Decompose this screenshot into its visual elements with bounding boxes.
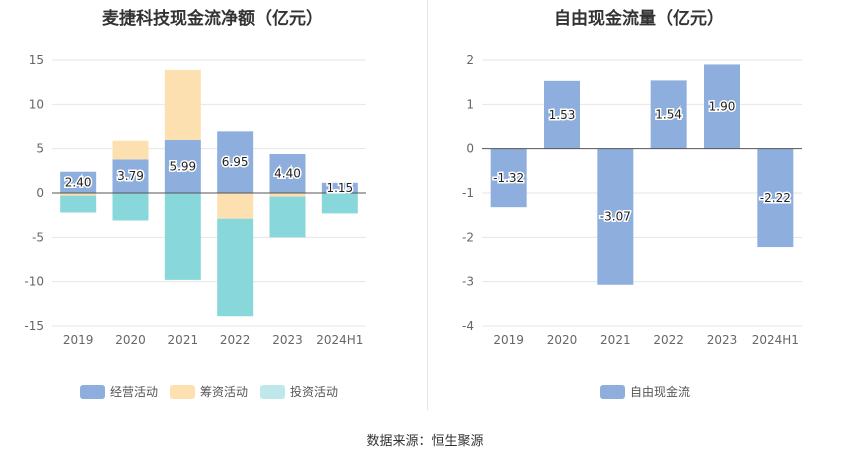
right-x-tick-label: 2021 [600,333,631,347]
right-data-label: -1.32 [493,171,524,185]
right-x-tick-label: 2022 [653,333,684,347]
legend-swatch-free-cash-flow [600,384,625,399]
left-chart-title: 麦捷科技现金流净额（亿元） [102,9,323,29]
right-chart-title: 自由现金流量（亿元） [554,9,724,29]
left-bar-series-2 [321,193,358,214]
left-bar-primary [217,131,254,193]
left-bar-primary [60,171,97,193]
left-x-tick-label: 2024H1 [316,333,363,347]
right-bar-primary [757,148,794,248]
right-chart-legend: 自由现金流 [600,383,702,400]
right-bar-primary [650,80,687,149]
left-data-label: 5.99 [169,159,196,173]
legend-swatch-operating [80,384,105,399]
right-x-tick-label: 2019 [493,333,524,347]
left-data-label: 4.40 [274,166,301,180]
legend-item-operating[interactable]: 经营活动 [80,383,158,400]
left-data-label: 3.79 [117,169,144,183]
left-bar-primary [112,159,149,193]
right-x-tick-label: 2023 [707,333,738,347]
left-data-label: 2.40 [65,175,92,189]
right-bar-primary [597,148,634,285]
right-y-tick-label: -1 [462,186,474,200]
left-y-tick-label: 15 [29,53,44,67]
left-bar-series-1 [269,193,306,197]
right-data-label: 1.53 [549,108,576,122]
legend-label-free-cash-flow: 自由现金流 [630,385,691,399]
legend-label-operating: 经营活动 [110,385,159,399]
left-bar-primary [269,153,306,193]
left-x-tick-label: 2019 [63,333,94,347]
right-data-label: 1.90 [709,100,736,114]
left-data-label: 1.15 [326,181,353,195]
right-bar-primary [704,64,740,149]
left-y-tick-label: 5 [36,142,44,156]
right-y-tick-label: -4 [462,319,474,333]
legend-swatch-financing [170,384,196,399]
left-bar-series-2 [60,195,97,213]
right-y-tick-label: 2 [466,53,474,67]
right-data-label: 1.54 [655,108,682,122]
left-bar-primary [164,139,201,193]
right-x-tick-label: 2024H1 [752,333,799,347]
right-data-label: -3.07 [600,210,631,224]
left-bar-series-1 [112,140,149,160]
left-y-tick-label: 10 [29,97,44,111]
left-bar-series-2 [164,193,201,280]
legend-item-financing[interactable]: 筹资活动 [170,383,248,400]
legend-item-investing[interactable]: 投资活动 [260,383,338,400]
left-x-tick-label: 2020 [115,333,146,347]
left-x-tick-label: 2022 [220,333,251,347]
left-x-tick-label: 2021 [168,333,199,347]
right-y-tick-label: 1 [466,97,474,111]
right-y-tick-label: -2 [462,230,474,244]
left-y-tick-label: -15 [24,319,44,333]
left-y-tick-label: -5 [32,230,44,244]
left-x-tick-label: 2023 [272,333,303,347]
left-bar-series-2 [269,196,306,238]
left-y-tick-label: -10 [24,275,44,289]
left-y-tick-label: 0 [36,186,44,200]
data-source-note: 数据来源：恒生聚源 [366,434,484,449]
legend-label-investing: 投资活动 [290,385,339,399]
left-bar-series-1 [60,193,97,196]
left-bar-series-2 [112,193,149,221]
left-bar-series-1 [164,69,201,140]
legend-swatch-investing [260,384,286,399]
right-data-label: -2.22 [760,191,791,205]
left-chart-legend: 经营活动 筹资活动 投资活动 [80,383,350,400]
right-y-tick-label: 0 [466,142,474,156]
right-bar-primary [490,148,527,208]
left-bar-series-2 [217,218,254,317]
left-bar-primary [321,182,358,193]
left-data-label: 6.95 [222,155,249,169]
left-bar-series-1 [217,193,254,219]
right-bar-primary [544,80,580,149]
legend-label-financing: 筹资活动 [200,385,249,399]
legend-item-free-cash-flow[interactable]: 自由现金流 [600,383,690,400]
right-x-tick-label: 2020 [547,333,578,347]
right-y-tick-label: -3 [462,275,474,289]
chart-divider [427,0,428,410]
